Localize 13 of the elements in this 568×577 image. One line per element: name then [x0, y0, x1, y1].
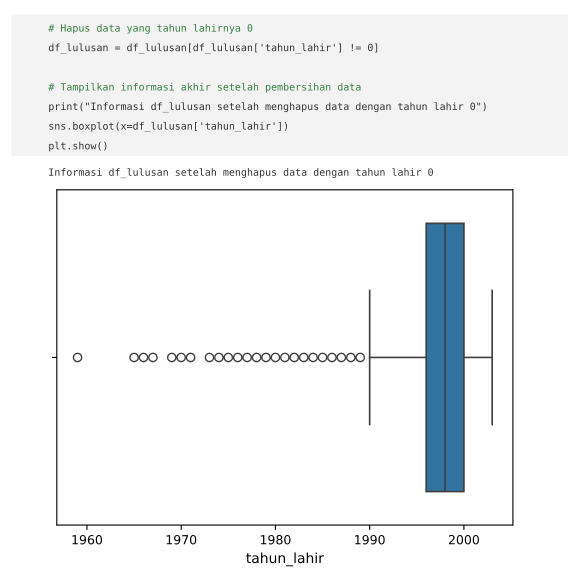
x-tick-label: 1980 — [260, 535, 291, 544]
text: # Tampilkan informasi akhir setelah pembersihan data — [48, 82, 360, 93]
x-tick-label: 1970 — [166, 535, 196, 544]
x-tick-label: 1990 — [355, 535, 385, 544]
text: plt.show() — [49, 142, 106, 152]
x-tick-label: 1960 — [72, 535, 102, 544]
text: sns.boxplot(x=df_lulusan['tahun_lahir']) — [49, 122, 288, 132]
text: df_lulusan = df_lulusan[df_lulusan['tahun_lahir'] != 0] — [48, 43, 378, 54]
x-axis-title: tahun_lahir — [246, 552, 324, 566]
text: print("Informasi df_lulusan setelah menghapus data dengan tahun lahir 0") — [49, 102, 486, 112]
text: Informasi df_lulusan setelah menghapus data dengan tahun lahir 0 — [49, 168, 433, 178]
x-tick-label: 2000 — [448, 535, 479, 544]
text: # Hapus data yang tahun lahirnya 0 — [48, 24, 252, 34]
